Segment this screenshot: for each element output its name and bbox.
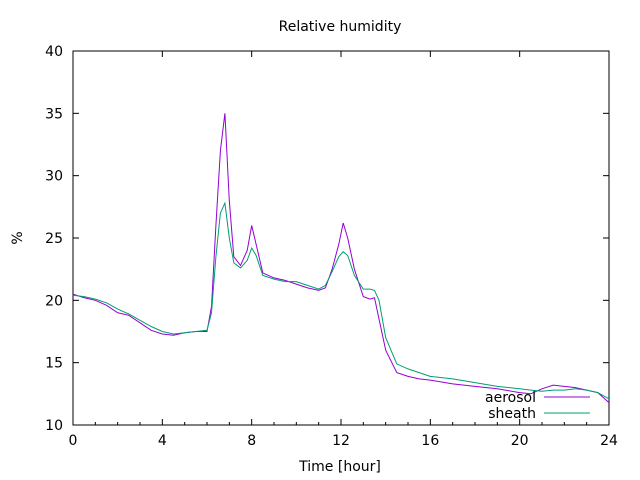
y-tick-label: 10: [45, 418, 63, 434]
plot-frame: [72, 50, 610, 426]
x-tick-label: 12: [332, 433, 350, 449]
series-lines: [72, 113, 610, 403]
series-line-sheath: [72, 201, 610, 400]
y-axis: 10 15 20 25 30 35 40: [45, 44, 609, 434]
x-axis: 0 4 8 12 16 20 24: [69, 51, 618, 449]
series-line-aerosol: [72, 113, 610, 403]
y-tick-label: 35: [45, 106, 63, 122]
y-axis-label: %: [10, 231, 26, 244]
chart-title: Relative humidity: [279, 19, 402, 35]
legend-label-aerosol: aerosol: [485, 390, 536, 406]
y-tick-label: 20: [45, 293, 63, 309]
y-tick-label: 30: [45, 169, 63, 185]
y-tick-label: 25: [45, 231, 63, 247]
legend-label-sheath: sheath: [488, 406, 536, 422]
y-tick-label: 40: [45, 44, 63, 60]
x-tick-label: 8: [247, 433, 256, 449]
y-tick-label: 15: [45, 356, 63, 372]
x-tick-label: 0: [69, 433, 78, 449]
x-tick-label: 20: [511, 433, 529, 449]
x-tick-label: 4: [158, 433, 167, 449]
x-tick-label: 16: [421, 433, 439, 449]
x-axis-label: Time [hour]: [298, 459, 381, 475]
x-tick-label: 24: [600, 433, 618, 449]
